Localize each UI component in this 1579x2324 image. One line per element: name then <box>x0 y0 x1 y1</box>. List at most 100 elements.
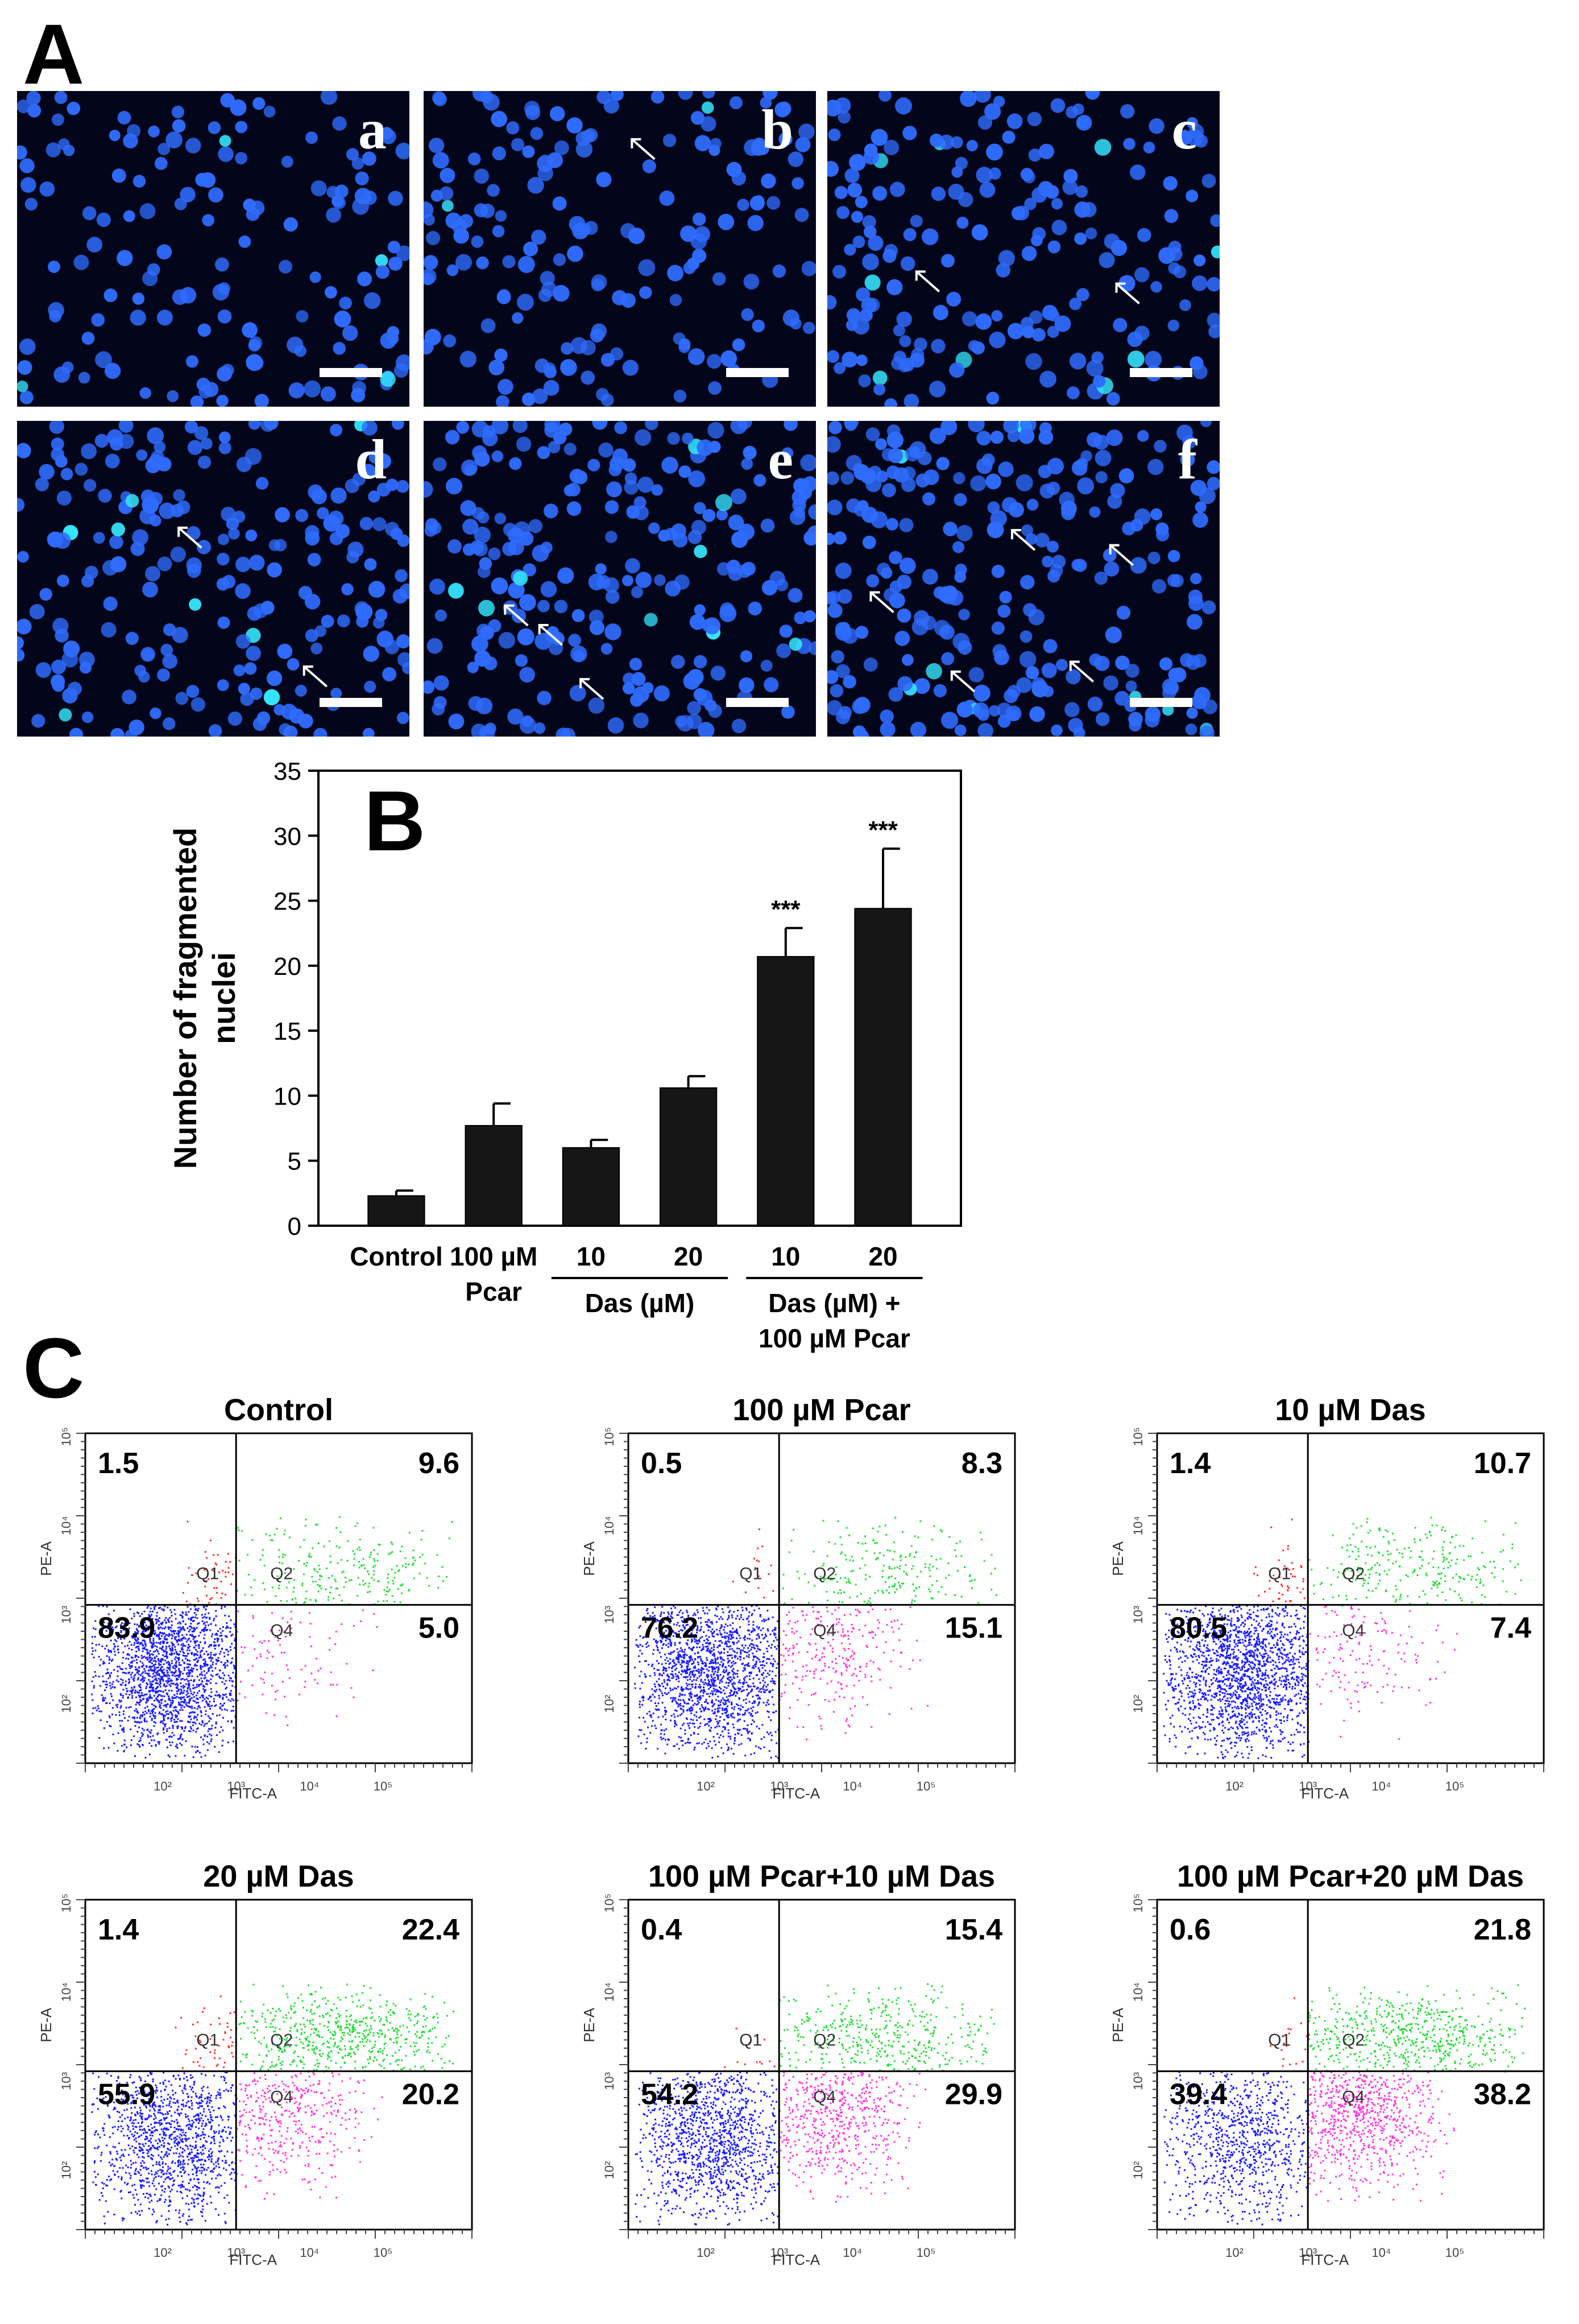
nucleus <box>1089 506 1101 518</box>
nucleus <box>440 168 455 183</box>
quadrant-percentage-q1: 1.4 <box>1170 1447 1211 1480</box>
y-tick-label: 10³ <box>1131 1606 1145 1624</box>
nucleus <box>238 235 251 248</box>
nucleus <box>49 421 64 434</box>
nucleus <box>865 476 882 493</box>
nucleus <box>894 631 910 646</box>
group-label: Das (µM) <box>585 1288 695 1318</box>
nucleus <box>893 467 909 483</box>
nucleus <box>187 440 203 455</box>
nucleus <box>132 175 146 188</box>
quadrant-percentage-q2: 21.8 <box>1474 1913 1531 1946</box>
nucleus <box>741 561 756 576</box>
nucleus <box>739 677 755 693</box>
nucleus <box>184 421 198 433</box>
nucleus <box>956 525 973 541</box>
nucleus <box>842 352 858 368</box>
nucleus <box>104 362 121 379</box>
nucleus <box>359 516 374 531</box>
nucleus <box>1158 247 1175 264</box>
plot-frame <box>84 1432 473 1764</box>
nucleus <box>163 717 176 730</box>
nucleus <box>802 476 816 492</box>
nucleus <box>795 137 811 152</box>
nucleus <box>39 181 55 197</box>
nucleus <box>933 586 946 599</box>
x-axis-label: FITC-A <box>1301 2251 1349 2268</box>
nucleus <box>55 455 68 468</box>
nucleus <box>862 215 876 229</box>
nucleus <box>402 661 409 675</box>
nucleus <box>255 477 269 490</box>
nucleus <box>496 395 509 407</box>
nucleus <box>836 710 850 725</box>
nucleus <box>304 594 321 610</box>
nucleus <box>899 335 911 348</box>
nucleus <box>929 381 946 398</box>
nucleus <box>200 172 216 188</box>
nucleus <box>118 421 134 433</box>
nucleus <box>1038 430 1054 445</box>
micrograph-d: d <box>17 421 409 737</box>
nucleus <box>846 319 858 331</box>
nucleus <box>1185 723 1197 735</box>
nucleus <box>622 458 636 472</box>
nucleus <box>635 429 652 446</box>
nucleus <box>1029 706 1045 722</box>
nucleus <box>571 609 585 622</box>
nucleus <box>976 431 991 446</box>
y-tick-label: 10⁵ <box>602 1427 616 1446</box>
nucleus <box>283 725 298 737</box>
nucleus <box>1096 712 1110 726</box>
nucleus <box>287 658 300 671</box>
nucleus <box>904 394 919 407</box>
nucleus <box>844 421 859 429</box>
nucleus <box>853 464 870 481</box>
nucleus <box>139 203 156 220</box>
nucleus <box>173 489 185 502</box>
y-tick-label: 10⁴ <box>602 1982 616 2002</box>
event-dots <box>1308 1516 1522 1607</box>
nucleus <box>838 110 851 124</box>
nucleus <box>492 146 506 160</box>
nucleus <box>109 535 123 549</box>
nucleus <box>522 145 535 158</box>
nucleus <box>163 623 176 636</box>
nucleus <box>246 207 260 221</box>
nucleus <box>73 254 89 270</box>
nucleus <box>111 522 125 537</box>
nucleus <box>740 650 753 663</box>
nucleus <box>333 196 346 209</box>
nucleus <box>741 458 753 470</box>
nucleus <box>895 97 912 115</box>
nucleus <box>139 508 156 524</box>
nucleus <box>766 196 781 210</box>
nucleus <box>873 383 886 396</box>
event-dots <box>237 1609 378 1726</box>
nucleus <box>595 563 607 575</box>
nucleus <box>673 390 687 403</box>
event-dots <box>175 1995 238 2069</box>
nucleus <box>975 313 992 330</box>
nucleus <box>1094 139 1112 156</box>
nucleus <box>743 445 757 460</box>
category-label: 20 <box>674 1242 703 1271</box>
nucleus <box>1188 596 1204 611</box>
nucleus <box>156 309 173 326</box>
nucleus <box>125 494 139 508</box>
nucleus <box>693 655 707 669</box>
nucleus <box>63 640 80 657</box>
nucleus <box>1025 533 1038 545</box>
nucleus <box>1105 626 1122 643</box>
nucleus <box>494 348 508 362</box>
nucleus <box>614 421 627 435</box>
nucleus <box>1190 356 1204 370</box>
nucleus <box>1137 228 1151 242</box>
nucleus <box>471 723 487 737</box>
nucleus <box>217 366 232 382</box>
scale-bar <box>1130 368 1192 377</box>
nucleus <box>989 332 1006 349</box>
y-axis-label: PE-A <box>1109 2007 1126 2042</box>
nucleus <box>59 708 72 722</box>
nucleus <box>548 441 561 453</box>
